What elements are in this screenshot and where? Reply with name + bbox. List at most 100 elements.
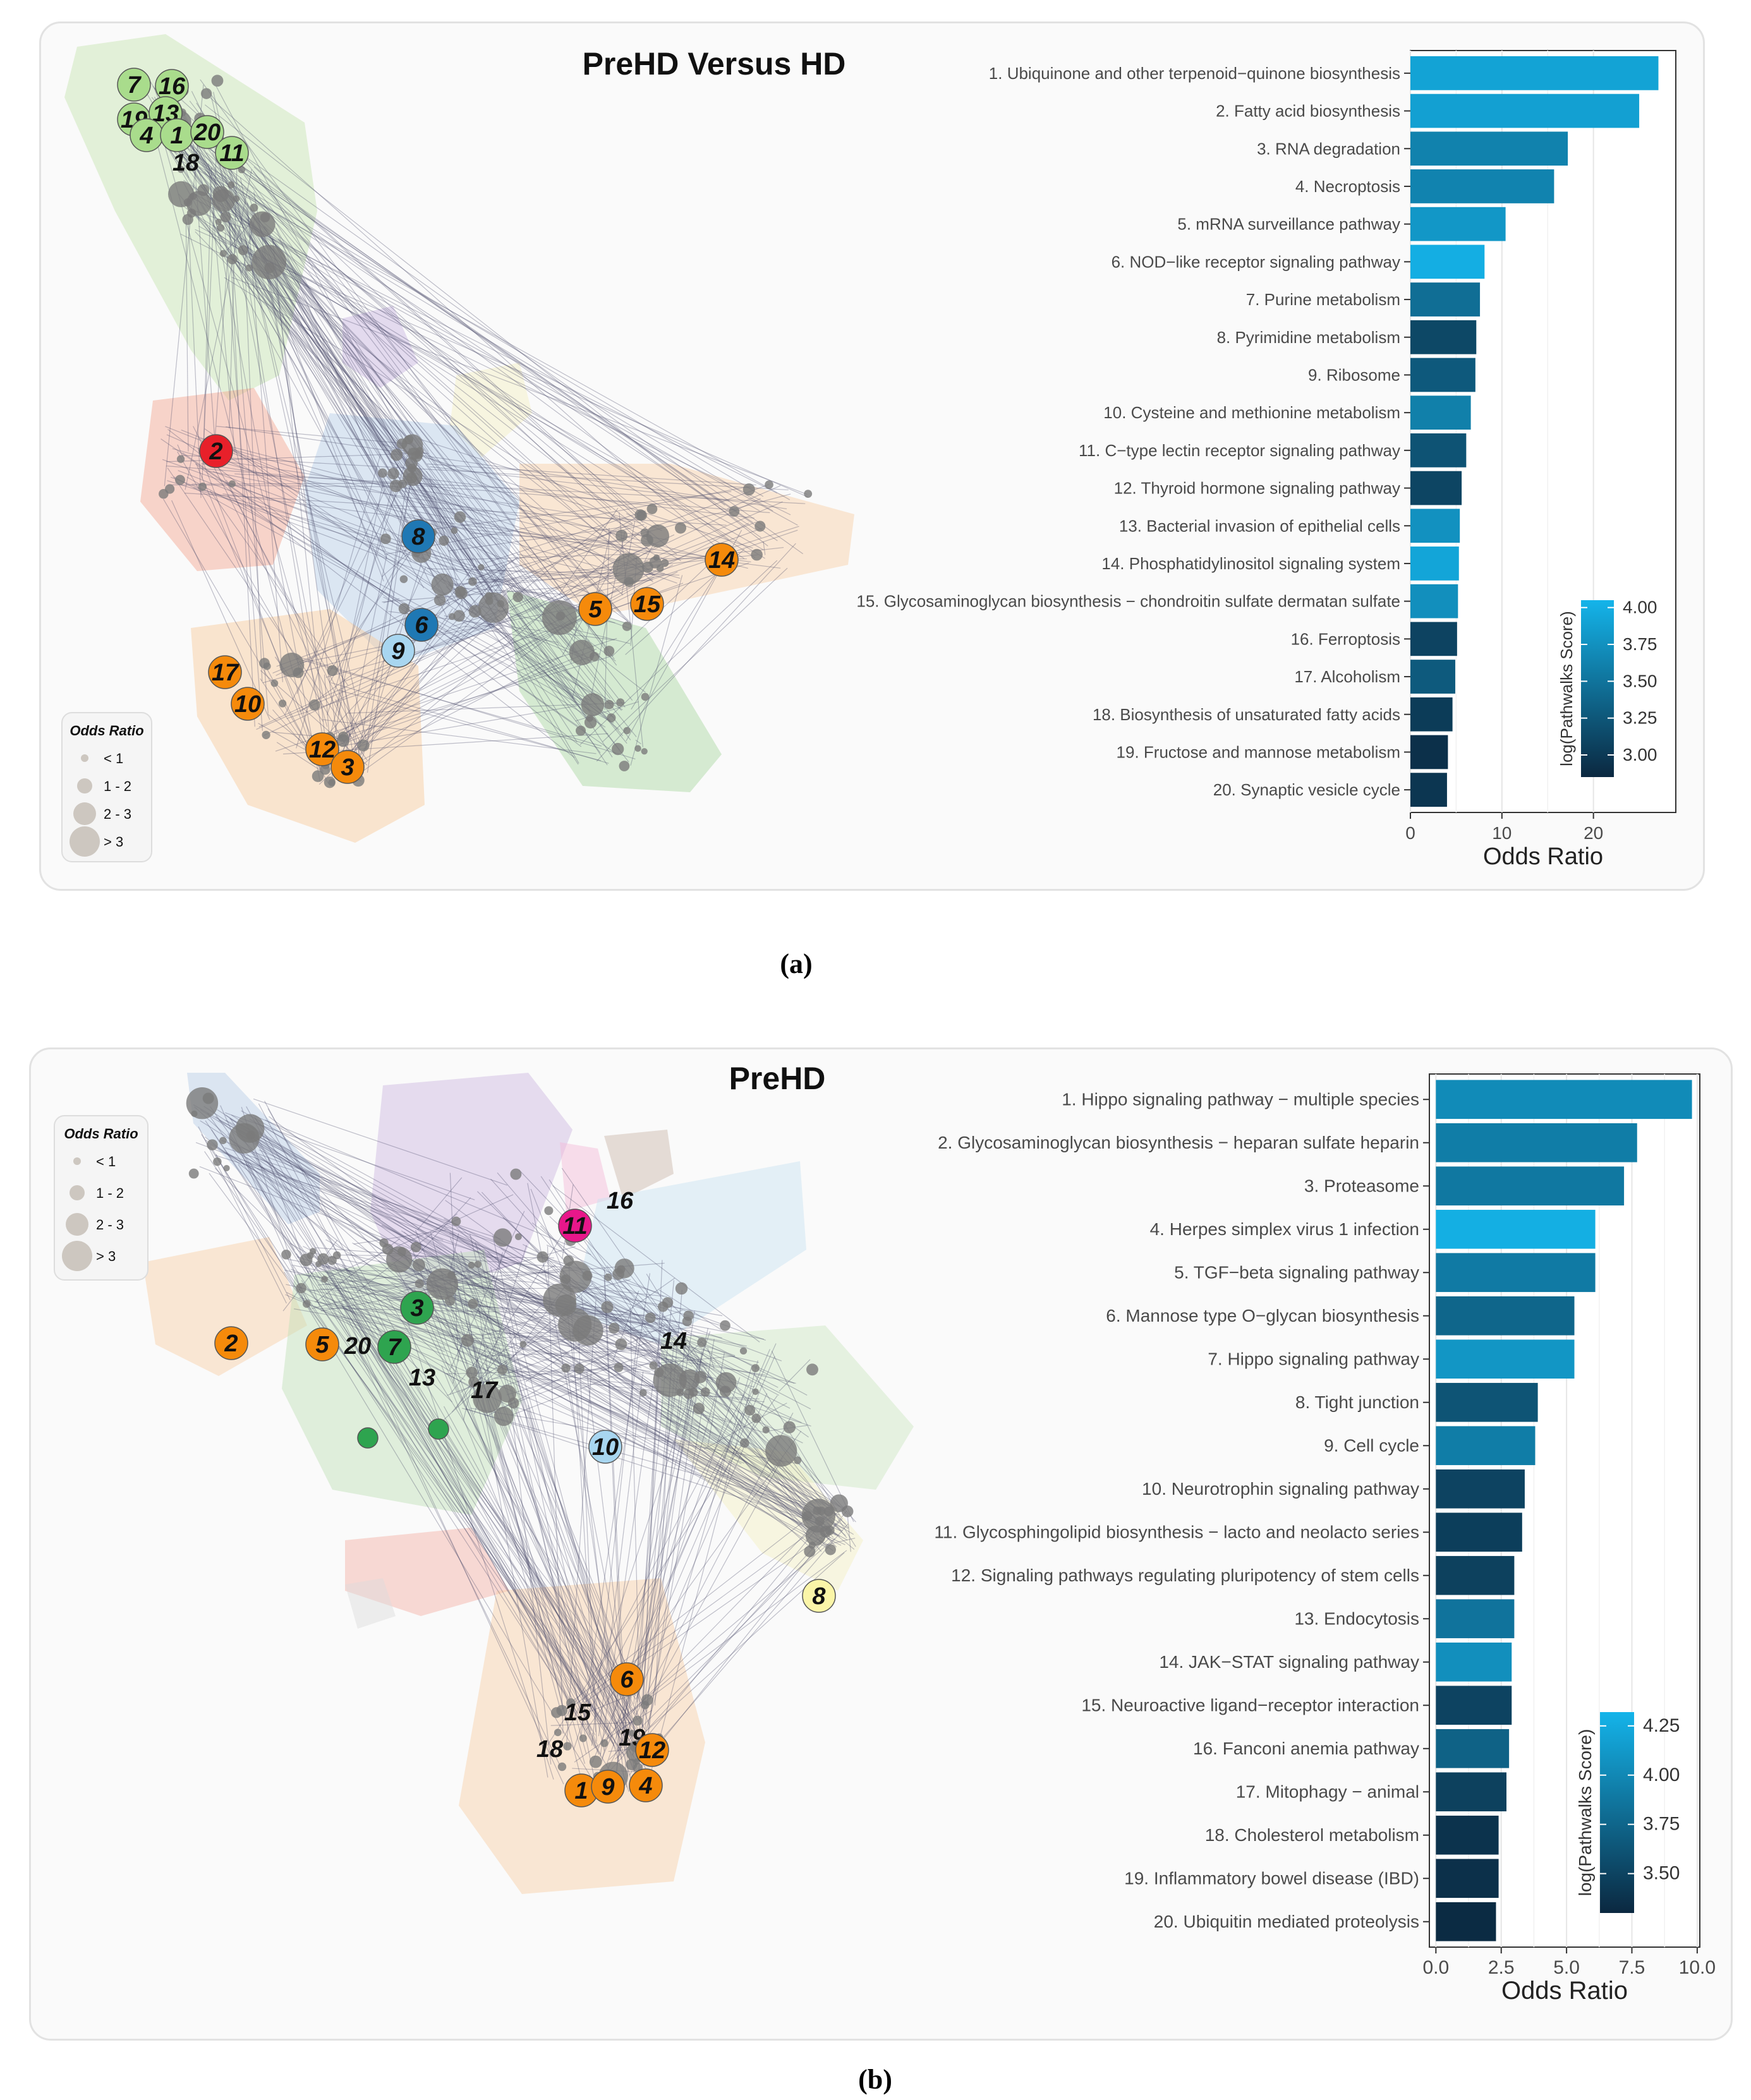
bar <box>1410 433 1467 468</box>
grey-node <box>468 1298 478 1309</box>
edge <box>427 463 756 486</box>
edge <box>345 1307 646 1730</box>
pathway-node-label: 8 <box>411 524 425 550</box>
edge <box>159 115 610 651</box>
edge <box>635 739 641 745</box>
edge <box>230 1118 622 1736</box>
cluster-region <box>519 464 854 615</box>
bar <box>1410 358 1475 392</box>
edge <box>297 1256 811 1427</box>
pathway-node <box>305 1327 339 1361</box>
edge <box>152 103 328 727</box>
edge <box>446 1372 643 1739</box>
grey-node <box>168 181 195 208</box>
category-label: 17. Alcoholism <box>1294 667 1400 686</box>
edge <box>289 1243 828 1549</box>
edge <box>416 1219 506 1257</box>
edge <box>183 200 427 459</box>
grey-node <box>228 480 236 488</box>
grey-node <box>468 1262 475 1269</box>
grey-node <box>308 699 320 711</box>
grey-node <box>398 603 410 615</box>
edge <box>411 1290 733 1423</box>
edge <box>254 1137 811 1505</box>
edge <box>560 1513 815 1711</box>
edge <box>449 1233 648 1337</box>
edge <box>186 476 598 705</box>
edge <box>410 1245 600 1755</box>
grey-node <box>327 665 338 677</box>
colorbar <box>1600 1712 1634 1913</box>
edge <box>512 1406 823 1510</box>
edge <box>462 1408 840 1516</box>
edge <box>338 567 427 761</box>
edge <box>592 1732 599 1748</box>
cluster-region <box>560 1142 610 1212</box>
edge <box>511 1360 656 1416</box>
edge <box>175 124 725 506</box>
pathway-node-label: 9 <box>601 1774 614 1801</box>
grey-node <box>455 587 468 600</box>
edge <box>561 1168 821 1543</box>
edge <box>550 1722 632 1726</box>
category-label: 2. Glycosaminoglycan biosynthesis − hepa… <box>938 1133 1419 1152</box>
edge <box>264 1101 585 1700</box>
edge <box>272 262 339 748</box>
edge <box>326 571 678 742</box>
category-label: 7. Purine metabolism <box>1246 290 1400 309</box>
bar <box>1410 169 1554 203</box>
edge <box>205 1140 838 1536</box>
edge <box>231 277 808 495</box>
pathway-node-label: 4 <box>638 1773 652 1799</box>
edge <box>779 1359 811 1392</box>
edge <box>195 463 323 763</box>
cluster-region <box>661 1325 914 1490</box>
grey-node <box>197 184 210 196</box>
edge <box>564 1301 736 1356</box>
edge <box>633 1358 699 1715</box>
edge <box>195 231 590 642</box>
edge <box>647 1339 715 1729</box>
grey-node <box>751 548 763 561</box>
bar <box>1436 1253 1596 1293</box>
edge <box>631 1512 830 1756</box>
network-title-b: PreHD <box>729 1061 826 1096</box>
pathway-node <box>558 1209 592 1243</box>
grey-node <box>324 776 336 788</box>
edge <box>403 476 754 519</box>
edge <box>602 1526 813 1743</box>
bar-chart-a: 1. Ubiquinone and other terpenoid−quinon… <box>856 50 1676 870</box>
legend-size-label: < 1 <box>96 1154 116 1169</box>
edge <box>401 1252 500 1365</box>
category-label: 14. Phosphatidylinositol signaling syste… <box>1101 554 1400 573</box>
cluster-region <box>604 1130 674 1199</box>
edge <box>181 430 606 600</box>
edge <box>221 1140 766 1341</box>
edge <box>177 444 184 458</box>
edge <box>284 473 408 715</box>
grey-node <box>473 1384 502 1413</box>
x-tick-label: 5.0 <box>1553 1957 1580 1978</box>
edge <box>456 1227 813 1550</box>
edge <box>365 482 408 749</box>
edge <box>252 1151 812 1545</box>
edge <box>195 193 403 439</box>
edge <box>499 1246 780 1396</box>
grey-node <box>765 480 773 489</box>
edge <box>167 480 595 612</box>
grey-node <box>641 1701 650 1710</box>
edge <box>204 428 602 702</box>
edge <box>164 140 764 497</box>
grey-node <box>251 244 287 280</box>
grey-node <box>641 748 648 755</box>
edge <box>162 459 632 630</box>
edge <box>575 701 639 721</box>
edge <box>455 1263 511 1357</box>
edge <box>547 1452 737 1746</box>
edge <box>303 1246 844 1529</box>
grey-node <box>200 88 212 99</box>
edge <box>240 238 765 559</box>
edge <box>470 1408 801 1464</box>
edge <box>507 1293 640 1787</box>
grey-node <box>612 553 645 585</box>
